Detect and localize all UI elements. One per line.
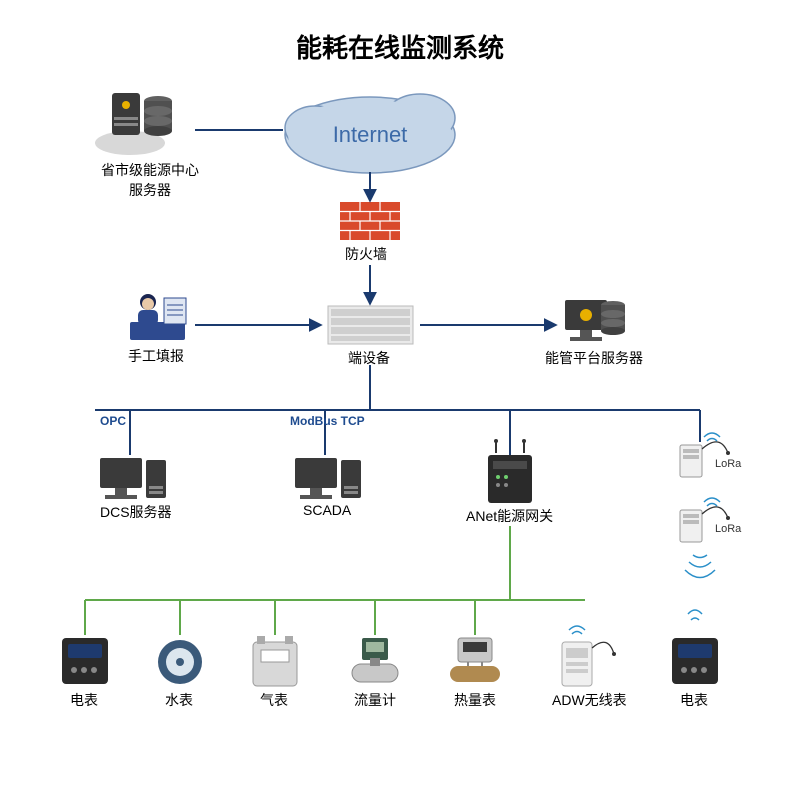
platform-server-label: 能管平台服务器 (545, 348, 643, 368)
wifi-icon (688, 610, 702, 614)
meter-flow-label: 流量计 (354, 690, 396, 710)
scada-icon (295, 458, 361, 499)
anet-label: ANet能源网关 (466, 506, 553, 526)
manual-report-icon (130, 294, 186, 340)
meter-heat-label: 热量表 (454, 690, 496, 710)
meter-water-label: 水表 (165, 690, 193, 710)
heat-meter-icon (450, 638, 500, 682)
water-meter-icon (158, 640, 202, 684)
end-device-label: 端设备 (348, 348, 390, 368)
internet-label: Internet (333, 122, 408, 147)
firewall-icon (340, 202, 400, 240)
adw-label: ADW无线表 (552, 690, 627, 710)
dcs-label: DCS服务器 (100, 502, 172, 522)
electric-meter-1-icon (62, 638, 108, 684)
meter-e2-label: 电表 (680, 690, 708, 710)
opc-label: OPC (100, 414, 126, 428)
meter-e1-label: 电表 (70, 690, 98, 710)
internet-cloud-icon: Internet (285, 94, 455, 173)
svg-text:LoRa: LoRa (715, 458, 742, 470)
wifi-icon (691, 618, 699, 620)
diagram-canvas: Internet (0, 0, 800, 800)
flow-meter-icon (352, 638, 398, 682)
end-device-icon (328, 306, 413, 344)
meter-gas-label: 气表 (260, 690, 288, 710)
wifi-icon (689, 562, 711, 567)
server-province-label: 省市级能源中心服务器 (95, 160, 205, 200)
electric-meter-2-icon (672, 638, 718, 684)
svg-text:LoRa: LoRa (715, 523, 742, 535)
server-province-icon (95, 93, 172, 155)
lora-device-2-icon: LoRa (680, 498, 742, 542)
dcs-server-icon (100, 458, 166, 499)
modbus-label: ModBus TCP (290, 414, 365, 428)
adw-wireless-icon (562, 626, 616, 686)
wifi-icon (685, 570, 715, 578)
gas-meter-icon (253, 636, 297, 686)
platform-server-icon (565, 300, 625, 341)
wifi-icon (693, 555, 707, 558)
scada-label: SCADA (303, 502, 351, 518)
firewall-label: 防火墙 (345, 244, 387, 264)
lora-device-1-icon: LoRa (680, 433, 742, 477)
manual-label: 手工填报 (128, 346, 184, 366)
